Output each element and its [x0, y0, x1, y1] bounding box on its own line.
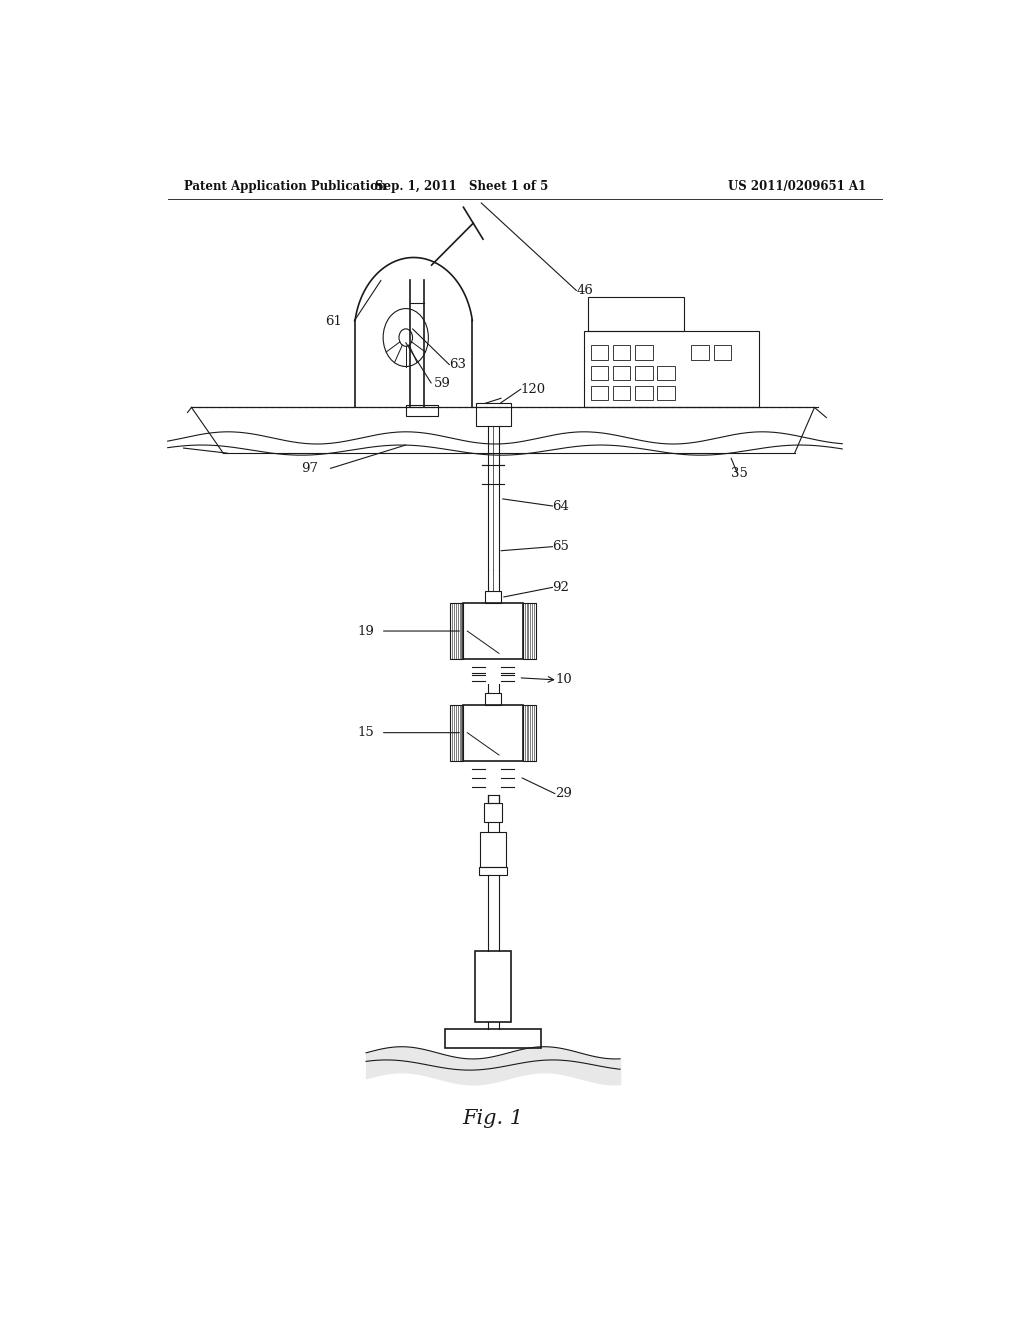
Bar [451, 705, 463, 760]
Bar [635, 385, 652, 400]
Text: Patent Application Publication: Patent Application Publication [183, 181, 386, 193]
Bar [406, 405, 437, 416]
Text: US 2011/0209651 A1: US 2011/0209651 A1 [728, 181, 866, 193]
Text: 10: 10 [555, 673, 571, 686]
Bar [475, 404, 511, 426]
Bar [523, 705, 536, 760]
Bar [613, 366, 631, 380]
Bar [487, 795, 499, 804]
Bar [451, 603, 463, 659]
Bar [613, 385, 631, 400]
Bar [463, 705, 523, 760]
Text: 29: 29 [555, 787, 571, 800]
Bar [591, 346, 608, 359]
Bar [484, 693, 502, 705]
Text: 120: 120 [521, 383, 546, 396]
Text: Sep. 1, 2011   Sheet 1 of 5: Sep. 1, 2011 Sheet 1 of 5 [375, 181, 548, 193]
Bar [484, 591, 502, 603]
Bar [591, 385, 608, 400]
Bar [691, 346, 709, 359]
Text: Fig. 1: Fig. 1 [463, 1109, 523, 1129]
Text: 35: 35 [731, 467, 748, 480]
Bar [635, 366, 652, 380]
Text: 97: 97 [301, 462, 318, 475]
Bar [523, 603, 536, 659]
Bar [479, 867, 507, 875]
Text: 64: 64 [553, 499, 569, 512]
Bar [445, 1030, 541, 1048]
Text: 46: 46 [577, 284, 593, 297]
Bar [585, 331, 759, 408]
Bar [657, 366, 675, 380]
Bar [613, 346, 631, 359]
Bar [657, 385, 675, 400]
Bar [714, 346, 731, 359]
Text: 61: 61 [326, 314, 342, 327]
Text: 65: 65 [553, 540, 569, 553]
Text: 92: 92 [553, 581, 569, 594]
Bar [591, 366, 608, 380]
Text: 19: 19 [357, 624, 374, 638]
Bar [588, 297, 684, 331]
Text: 59: 59 [433, 376, 451, 389]
Bar [635, 346, 652, 359]
Text: 63: 63 [450, 358, 466, 371]
Text: 15: 15 [357, 726, 374, 739]
Bar [475, 952, 511, 1022]
Bar [484, 804, 502, 821]
Bar [463, 603, 523, 659]
Bar [480, 832, 506, 867]
